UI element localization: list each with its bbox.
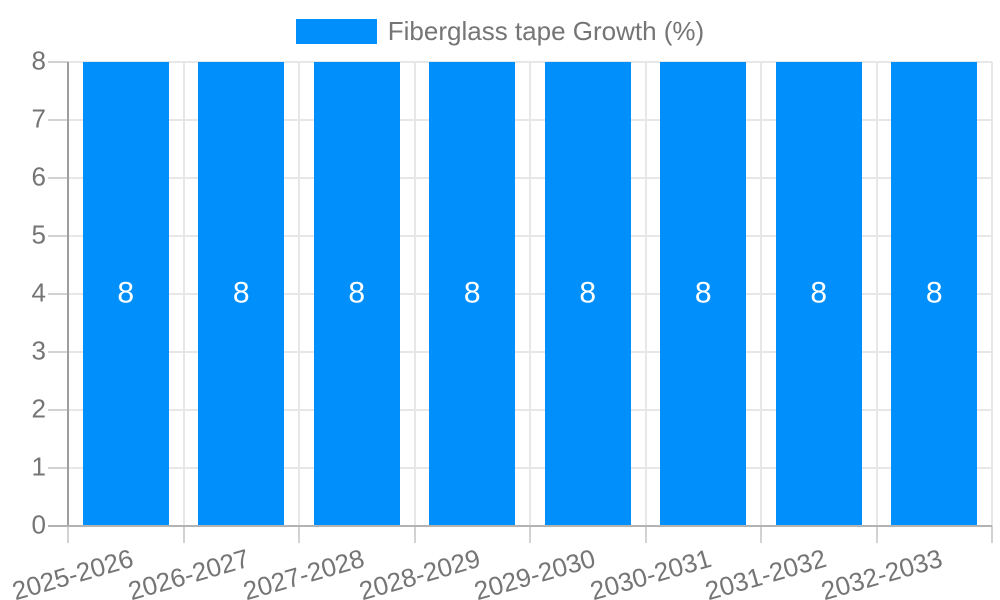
- bar-2031-2032: [775, 62, 862, 526]
- y-axis-label: 7: [31, 103, 46, 134]
- v-gridline: [875, 62, 878, 526]
- v-gridline: [760, 62, 762, 526]
- x-axis-tick: [991, 526, 993, 543]
- y-axis-tick: [48, 293, 68, 295]
- y-axis-label: 5: [31, 219, 46, 250]
- y-axis-tick: [48, 409, 68, 411]
- bar-value-label: 8: [579, 276, 597, 310]
- y-axis-label: 2: [31, 393, 46, 424]
- bar-2032-2033: [891, 62, 978, 526]
- bar-2030-2031: [660, 62, 747, 526]
- legend-label: Fiberglass tape Growth (%): [387, 16, 705, 46]
- x-axis-tick: [644, 526, 647, 543]
- bar-value-label: 8: [117, 276, 135, 310]
- bar-2027-2028: [313, 62, 400, 526]
- x-axis-tick: [298, 526, 300, 543]
- y-axis-tick: [48, 235, 68, 237]
- v-gridline: [182, 62, 185, 526]
- chart-legend: Fiberglass tape Growth (%): [0, 16, 1000, 47]
- bar-value-label: 8: [348, 276, 366, 310]
- y-axis-label: 0: [31, 509, 46, 540]
- x-axis-label: 2029-2030: [471, 543, 600, 600]
- x-axis-tick: [875, 526, 878, 543]
- x-axis-label: 2026-2027: [124, 543, 253, 600]
- y-axis-tick: [48, 177, 68, 179]
- x-axis-label: 2025-2026: [9, 543, 138, 600]
- y-axis-label: 4: [31, 277, 46, 308]
- x-axis-tick: [182, 526, 185, 543]
- y-axis-tick: [48, 61, 68, 63]
- v-gridline: [413, 62, 416, 526]
- y-axis-label: 1: [31, 451, 46, 482]
- bar-value-label: 8: [925, 276, 943, 310]
- y-axis-tick: [48, 467, 68, 469]
- x-axis-baseline: [48, 525, 992, 527]
- bar-2026-2027: [198, 62, 285, 526]
- legend-swatch: [295, 19, 377, 44]
- bar-2025-2026: [82, 62, 169, 526]
- v-gridline: [298, 62, 300, 526]
- bar-2028-2029: [429, 62, 516, 526]
- y-axis-label: 8: [31, 45, 46, 76]
- y-axis-label: 3: [31, 335, 46, 366]
- v-gridline: [991, 62, 993, 526]
- y-axis-line: [67, 62, 69, 526]
- bar-value-label: 8: [694, 276, 712, 310]
- y-axis-tick: [48, 119, 68, 121]
- x-axis-label: 2028-2029: [355, 543, 484, 600]
- y-axis-tick: [48, 351, 68, 353]
- bar-2029-2030: [544, 62, 631, 526]
- bar-value-label: 8: [232, 276, 250, 310]
- y-axis-label: 6: [31, 161, 46, 192]
- v-gridline: [529, 62, 531, 526]
- x-axis-label: 2032-2033: [817, 543, 946, 600]
- x-axis-tick: [413, 526, 416, 543]
- x-axis-label: 2027-2028: [240, 543, 369, 600]
- x-axis-tick: [760, 526, 762, 543]
- x-axis-label: 2030-2031: [586, 543, 715, 600]
- x-axis-label: 2031-2032: [702, 543, 831, 600]
- x-axis-tick: [529, 526, 531, 543]
- v-gridline: [644, 62, 647, 526]
- bar-value-label: 8: [810, 276, 828, 310]
- bar-value-label: 8: [463, 276, 481, 310]
- x-axis-tick: [67, 526, 69, 543]
